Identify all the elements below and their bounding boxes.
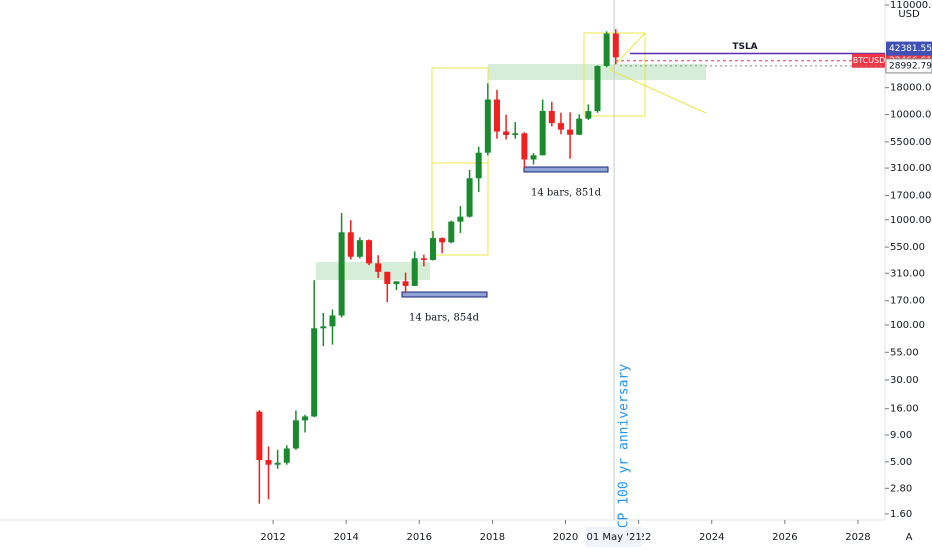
candle-body bbox=[585, 111, 592, 119]
candle-body bbox=[493, 99, 500, 132]
candle-body bbox=[411, 258, 418, 286]
y-tick-label: 310.00 bbox=[890, 268, 925, 279]
x-tick-label: 2026 bbox=[772, 532, 797, 543]
candle-body bbox=[338, 232, 345, 316]
currency: USD bbox=[898, 9, 920, 20]
candle-body bbox=[603, 33, 610, 66]
y-tick-label: 16.00 bbox=[890, 404, 919, 415]
candle-body bbox=[429, 238, 436, 260]
price-tag-bg bbox=[886, 41, 932, 56]
measure bbox=[523, 166, 609, 173]
symbol-tag: BTCUSD bbox=[853, 56, 886, 65]
x-tick-label: 2012 bbox=[260, 532, 285, 543]
candle-body bbox=[557, 123, 564, 130]
projection bbox=[609, 32, 707, 114]
annotation: 14 bars, 854d bbox=[409, 313, 480, 324]
y-tick-label: 170.00 bbox=[890, 296, 925, 307]
candle-body bbox=[402, 281, 409, 286]
candle-body bbox=[356, 240, 363, 257]
drawings: 14 bars, 854d 14 bars, 851d bbox=[316, 32, 707, 324]
annotation: 14 bars, 851d bbox=[531, 188, 602, 199]
candle-body bbox=[375, 263, 382, 272]
candle-body bbox=[320, 326, 327, 329]
candle-body bbox=[466, 178, 473, 217]
candle-body bbox=[567, 129, 574, 135]
candle-body bbox=[302, 416, 309, 421]
x-tick-label: 2014 bbox=[333, 532, 358, 543]
candle-body bbox=[539, 111, 546, 156]
candle-body bbox=[530, 155, 537, 160]
autoscale-button[interactable]: A bbox=[906, 532, 913, 543]
candle-body bbox=[521, 133, 528, 160]
symbol-tag-bg bbox=[852, 53, 885, 68]
x-tick-label: 2018 bbox=[480, 532, 505, 543]
candle-body bbox=[283, 448, 290, 463]
price-tag-bg bbox=[885, 58, 932, 74]
candle-body bbox=[475, 152, 482, 179]
candle-body bbox=[274, 462, 281, 465]
y-tick-label: 55.00 bbox=[890, 347, 919, 358]
candle-body bbox=[366, 240, 373, 264]
date-tag-bg bbox=[586, 527, 643, 547]
candle-body bbox=[292, 420, 299, 449]
candle-body bbox=[548, 111, 555, 124]
y-tick-label: 5.00 bbox=[890, 457, 912, 468]
box bbox=[431, 67, 489, 256]
candle-body bbox=[503, 131, 510, 136]
candle-body bbox=[347, 232, 354, 257]
y-tick-label: 100.00 bbox=[890, 320, 925, 331]
y-tick-label: 550.00 bbox=[890, 242, 925, 253]
candle-body bbox=[311, 328, 318, 417]
candle-body bbox=[512, 133, 519, 136]
price-tag: 42381.55 bbox=[889, 44, 932, 54]
y-tick-label: 110000.00 bbox=[890, 0, 932, 11]
candle-body bbox=[457, 216, 464, 222]
candle-body bbox=[448, 221, 455, 243]
x-tick-label: 2020 bbox=[553, 532, 578, 543]
y-tick-label: 10000.00 bbox=[890, 110, 932, 121]
measure bbox=[401, 291, 488, 298]
candle-body bbox=[484, 99, 491, 153]
candle-body bbox=[612, 33, 619, 58]
candle-body bbox=[265, 460, 272, 465]
candle-body bbox=[256, 411, 263, 461]
y-tick-label: 5500.00 bbox=[890, 137, 931, 148]
candle-body bbox=[576, 118, 583, 135]
event-annotation: CCP 100 yr anniversary bbox=[617, 364, 632, 536]
x-tick-label: 2024 bbox=[699, 532, 724, 543]
candle-body bbox=[393, 281, 400, 285]
candle-body bbox=[420, 258, 427, 260]
y-tick-label: 1700.00 bbox=[890, 191, 931, 202]
y-tick-label: 2.80 bbox=[890, 483, 912, 494]
candle-body bbox=[329, 315, 336, 327]
candle-body bbox=[594, 65, 601, 112]
y-tick-label: 1.60 bbox=[890, 509, 912, 520]
candle-body bbox=[384, 271, 391, 285]
x-tick-label: 2028 bbox=[845, 532, 870, 543]
y-tick-label: 1000.00 bbox=[890, 215, 931, 226]
x-tick-label: 2016 bbox=[407, 532, 432, 543]
price-tag: 28992.79 bbox=[889, 61, 932, 71]
y-tick-label: 18000.00 bbox=[890, 83, 932, 94]
y-tick-label: 9.00 bbox=[890, 430, 912, 441]
y-tick-label: 30.00 bbox=[890, 375, 919, 386]
date-tag: 01 May '21 bbox=[587, 532, 642, 543]
line-label: TSLA bbox=[732, 42, 757, 52]
y-tick-label: 3100.00 bbox=[890, 163, 931, 174]
candle-body bbox=[439, 238, 446, 243]
